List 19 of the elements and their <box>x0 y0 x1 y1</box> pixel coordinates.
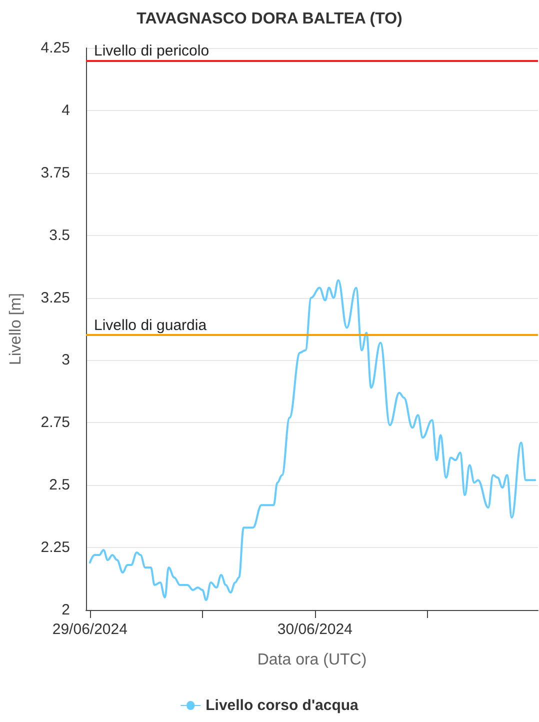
y-tick-label: 3.5 <box>49 226 70 244</box>
y-tick-label: 3.75 <box>40 164 70 182</box>
legend-label: Livello corso d'acqua <box>206 697 360 714</box>
y-tick-label: 4 <box>62 102 70 119</box>
y-tick-label: 4.25 <box>40 40 70 56</box>
y-tick-label: 2 <box>62 602 70 618</box>
ref-line-label: Livello di pericolo <box>94 42 210 60</box>
chart-title: TAVAGNASCO DORA BALTEA (TO) <box>136 10 402 28</box>
y-tick-label: 2.5 <box>49 476 70 494</box>
ref-line-label: Livello di guardia <box>94 317 208 334</box>
y-tick-label: 2.25 <box>40 539 70 556</box>
y-tick-label: 3.25 <box>40 289 70 306</box>
y-axis-title: Livello [m] <box>8 292 24 366</box>
x-tick-label: 30/06/2024 <box>277 621 352 638</box>
y-tick-label: 3 <box>62 352 70 369</box>
x-tick-label: 29/06/2024 <box>52 621 128 638</box>
x-axis-title: Data ora (UTC) <box>257 652 367 668</box>
line-series <box>88 279 536 602</box>
y-tick-label: 2.75 <box>40 414 70 432</box>
